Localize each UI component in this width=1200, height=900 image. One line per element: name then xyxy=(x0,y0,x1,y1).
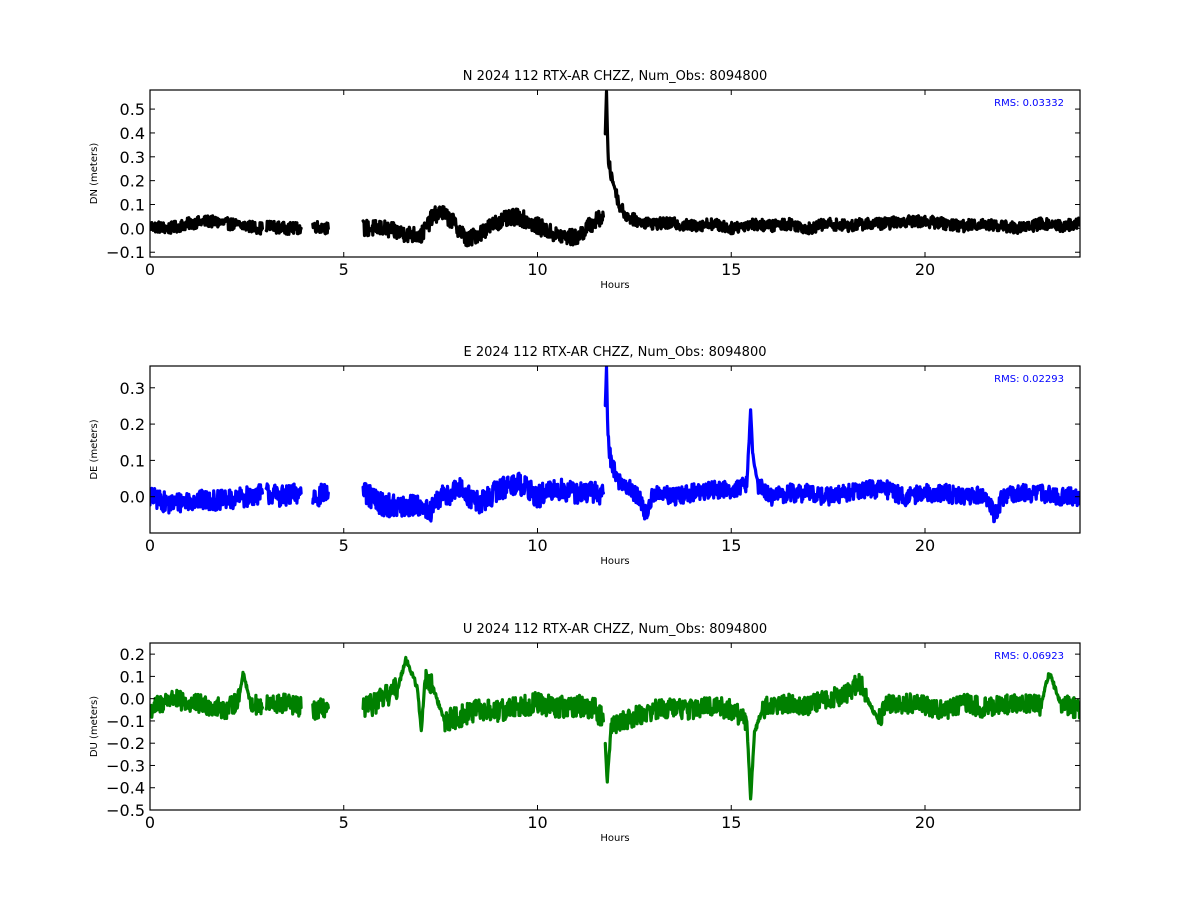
north-series xyxy=(150,90,1080,248)
x-axis-label: Hours xyxy=(600,556,629,567)
x-tick-label: 5 xyxy=(339,260,349,279)
x-tick-label: 20 xyxy=(915,536,935,555)
y-axis-label: DN (meters) xyxy=(89,143,100,205)
north-chart-title: N 2024 112 RTX-AR CHZZ, Num_Obs: 8094800 xyxy=(463,69,768,84)
x-axis-label: Hours xyxy=(600,833,629,844)
east-trace-segment xyxy=(311,482,330,508)
y-tick-label: 0.2 xyxy=(120,172,145,191)
x-tick-label: 15 xyxy=(721,260,741,279)
x-tick-label: 5 xyxy=(339,813,349,832)
y-axis-label: DU (meters) xyxy=(89,696,100,757)
up-trace-segment xyxy=(311,697,330,721)
y-axis-label: DE (meters) xyxy=(89,419,100,479)
rms-annotation: RMS: 0.03332 xyxy=(994,98,1064,109)
y-tick-label: 0.5 xyxy=(120,100,145,119)
east-series xyxy=(150,366,1080,524)
east-panel: 0 5 10 15 20 0.0 0.1 0.2 0.3 E 2024 112 RTX-AR CH… xyxy=(89,345,1081,567)
north-plot-frame xyxy=(149,89,1081,258)
y-tick-label: 0.1 xyxy=(120,196,145,215)
y-tick-label: 0.3 xyxy=(120,379,145,398)
y-tick-label: 0.4 xyxy=(120,124,145,143)
north-trace-segment xyxy=(361,205,605,248)
x-tick-label: 0 xyxy=(145,260,155,279)
y-tick-label: 0.2 xyxy=(120,645,145,664)
x-tick-label: 0 xyxy=(145,813,155,832)
y-tick-label: 0.0 xyxy=(120,690,145,709)
y-tick-label: 0.1 xyxy=(120,451,145,470)
y-tick-label: −0.1 xyxy=(106,243,145,262)
y-tick-label: −0.5 xyxy=(106,801,145,820)
x-tick-label: 0 xyxy=(145,536,155,555)
x-tick-label: 10 xyxy=(527,536,547,555)
y-tick-label: 0.2 xyxy=(120,415,145,434)
y-tick-label: −0.1 xyxy=(106,712,145,731)
east-trace-segment xyxy=(603,366,1080,524)
x-tick-label: 10 xyxy=(527,260,547,279)
up-chart-title: U 2024 112 RTX-AR CHZZ, Num_Obs: 8094800 xyxy=(463,622,767,637)
up-trace-segment xyxy=(264,692,303,718)
north-trace-segment xyxy=(311,220,330,236)
x-tick-label: 20 xyxy=(915,260,935,279)
east-plot-frame xyxy=(149,365,1081,534)
x-tick-label: 15 xyxy=(721,536,741,555)
north-panel: 0 5 10 15 20 −0.1 0.0 0.1 0.2 0.3 0.4 0.5 N 2024 112… xyxy=(89,69,1081,291)
x-tick-label: 5 xyxy=(339,536,349,555)
north-trace-segment xyxy=(264,219,303,236)
up-trace-segment xyxy=(150,670,264,721)
y-tick-label: −0.2 xyxy=(106,734,145,753)
x-tick-label: 20 xyxy=(915,813,935,832)
x-tick-label: 15 xyxy=(721,813,741,832)
east-trace-segment xyxy=(264,482,303,508)
north-trace-segment xyxy=(150,214,264,236)
x-tick-label: 10 xyxy=(527,813,547,832)
north-trace-segment xyxy=(603,90,1080,236)
east-trace-segment xyxy=(150,483,264,515)
up-trace-segment xyxy=(603,672,1080,801)
rms-annotation: RMS: 0.06923 xyxy=(994,651,1064,662)
up-panel: 0 5 10 15 20 −0.5 −0.4 −0.3 −0.2 −0.1 0.0 0.1 0.2 U 2… xyxy=(89,622,1081,844)
x-axis-label: Hours xyxy=(600,280,629,291)
y-tick-label: 0.0 xyxy=(120,488,145,507)
y-tick-label: 0.1 xyxy=(120,667,145,686)
rms-annotation: RMS: 0.02293 xyxy=(994,374,1064,385)
east-trace-segment xyxy=(361,471,605,523)
east-chart-title: E 2024 112 RTX-AR CHZZ, Num_Obs: 8094800 xyxy=(464,345,767,360)
up-plot-frame xyxy=(149,642,1081,811)
up-series xyxy=(150,655,1080,801)
y-tick-label: −0.4 xyxy=(106,779,145,798)
y-tick-label: −0.3 xyxy=(106,756,145,775)
y-tick-label: 0.3 xyxy=(120,148,145,167)
y-tick-label: 0.0 xyxy=(120,219,145,238)
up-trace-segment xyxy=(361,655,605,733)
